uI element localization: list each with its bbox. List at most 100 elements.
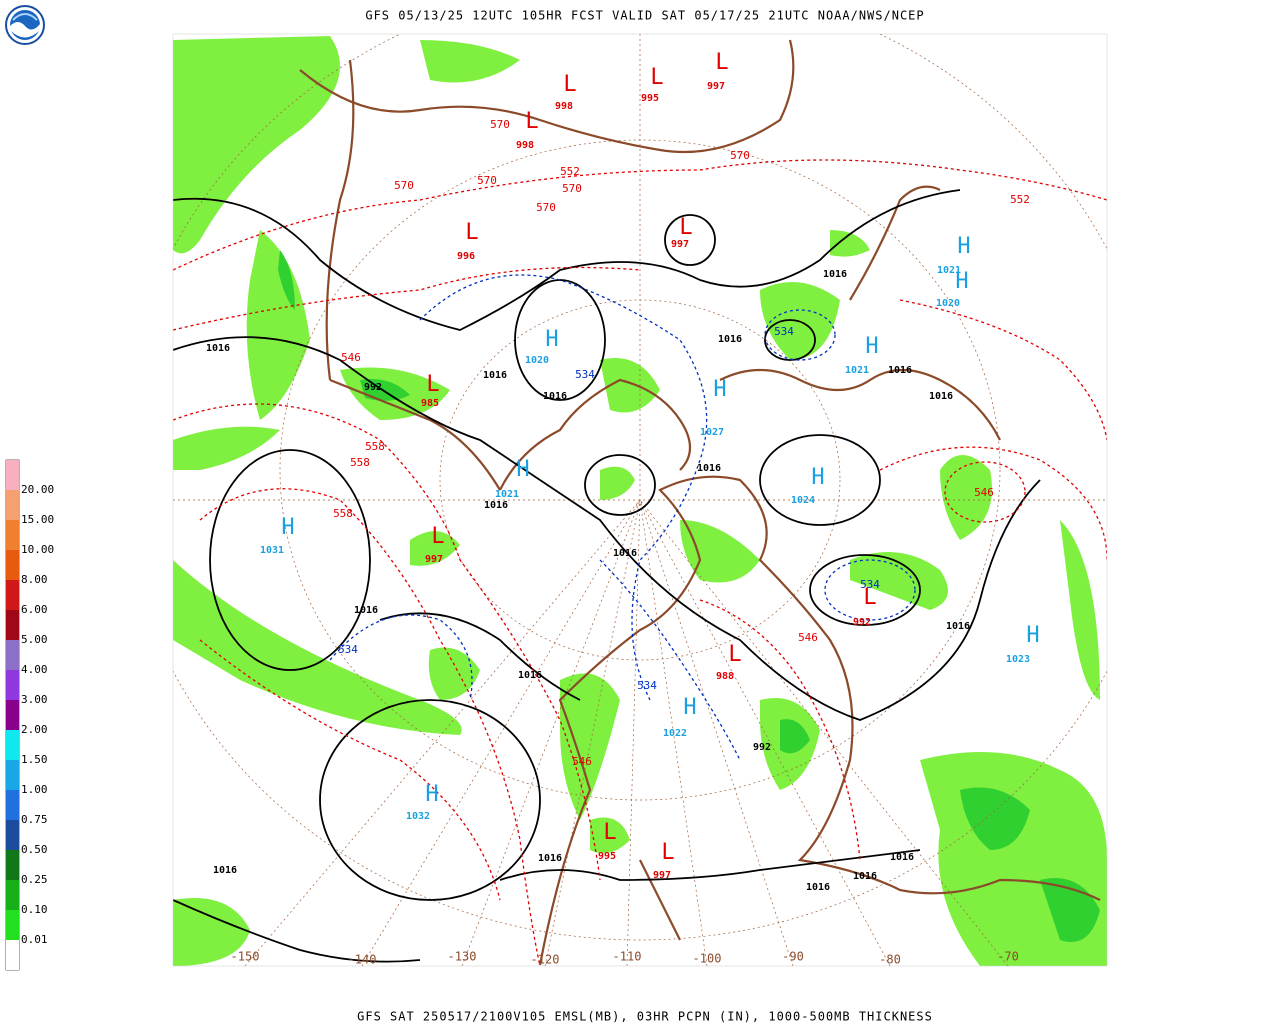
- thickness-label: 570: [477, 174, 497, 187]
- low-pressure: 998: [516, 140, 534, 151]
- legend-swatch: [6, 490, 19, 520]
- legend-label: 2.00: [21, 723, 48, 736]
- thickness-label: 570: [562, 182, 582, 195]
- high-pressure: 1022: [663, 728, 687, 739]
- longitude-label: -80: [879, 953, 901, 967]
- high-symbol: H: [683, 695, 696, 720]
- thickness-label: 546: [341, 351, 361, 364]
- isobar-label: 1016: [929, 391, 953, 402]
- isobar-label: 992: [753, 742, 771, 753]
- high-symbol: H: [281, 515, 294, 540]
- low-symbol: L: [603, 820, 616, 845]
- isobar-label: 1016: [806, 882, 830, 893]
- legend-swatch: [6, 790, 19, 820]
- legend-swatch: [6, 940, 19, 970]
- low-pressure: 995: [598, 851, 616, 862]
- legend-swatch: [6, 910, 19, 940]
- high-pressure: 1020: [525, 355, 549, 366]
- map-layers: [173, 34, 1107, 966]
- thickness-label: 534: [338, 643, 358, 656]
- isobar-label: 1016: [518, 670, 542, 681]
- precip-legend: 20.00 15.00 10.00 8.00 6.00 5.00 4.00 3.00 2.00 1…: [5, 459, 54, 971]
- longitude-label: -120: [531, 953, 560, 967]
- low-symbol: L: [650, 65, 663, 90]
- isobar-label: 1016: [206, 343, 230, 354]
- high-pressure: 1023: [1006, 654, 1030, 665]
- high-pressure: 1021: [937, 265, 961, 276]
- high-symbol: H: [811, 465, 824, 490]
- legend-label: 0.01: [21, 933, 48, 946]
- legend-swatch: [6, 670, 19, 700]
- longitude-label: -90: [782, 950, 804, 964]
- high-pressure: 1021: [495, 489, 519, 500]
- legend-swatch: [6, 760, 19, 790]
- legend-swatch: [6, 700, 19, 730]
- map-frame: [172, 33, 1108, 967]
- isobar-label: 1016: [543, 391, 567, 402]
- legend-swatch: [6, 460, 19, 490]
- isobar-label: 1016: [853, 871, 877, 882]
- legend-swatch: [6, 820, 19, 850]
- isobar-label: 1016: [538, 853, 562, 864]
- thickness-label: 558: [350, 456, 370, 469]
- legend-label: 8.00: [21, 573, 48, 586]
- thickness-label: 570: [394, 179, 414, 192]
- high-symbol: H: [713, 377, 726, 402]
- thickness-label: 534: [774, 325, 794, 338]
- thickness-label: 546: [798, 631, 818, 644]
- high-symbol: H: [516, 457, 529, 482]
- legend-swatch: [6, 640, 19, 670]
- footer-caption: GFS SAT 250517/2100V105 EMSL(MB), 03HR P…: [357, 1010, 933, 1024]
- high-pressure: 1021: [845, 365, 869, 376]
- isobar-label: 1016: [718, 334, 742, 345]
- high-pressure: 1020: [936, 298, 960, 309]
- longitude-label: -110: [613, 950, 642, 964]
- low-pressure: 992: [853, 617, 871, 628]
- thickness-label: 558: [365, 440, 385, 453]
- isobar-label: 1016: [946, 621, 970, 632]
- legend-swatch: [6, 610, 19, 640]
- longitude-label: -130: [448, 950, 477, 964]
- high-pressure: 1024: [791, 495, 815, 506]
- longitude-label: -140: [348, 953, 377, 967]
- thickness-blue: [329, 274, 916, 761]
- legend-label: 1.00: [21, 783, 48, 796]
- precip-moderate: [278, 250, 1100, 942]
- low-pressure: 997: [707, 81, 725, 92]
- legend-label: 3.00: [21, 693, 48, 706]
- legend-label: 1.50: [21, 753, 48, 766]
- low-symbol: L: [525, 109, 538, 134]
- isobar-label: 1016: [354, 605, 378, 616]
- high-symbol: H: [865, 334, 878, 359]
- low-pressure: 997: [653, 870, 671, 881]
- low-pressure: 988: [716, 671, 734, 682]
- legend-label: 10.00: [21, 543, 54, 556]
- low-pressure: 997: [671, 239, 689, 250]
- thickness-label: 534: [637, 679, 657, 692]
- isobar-label: 1016: [697, 463, 721, 474]
- isobar-label: 1016: [823, 269, 847, 280]
- low-symbol: L: [431, 524, 444, 549]
- low-symbol: L: [661, 840, 674, 865]
- legend-swatch: [6, 850, 19, 880]
- high-symbol: H: [545, 327, 558, 352]
- high-symbol: H: [955, 269, 968, 294]
- legend-swatch: [6, 520, 19, 550]
- low-pressure: 995: [641, 93, 659, 104]
- legend-swatch: [6, 550, 19, 580]
- high-pressure: 1032: [406, 811, 430, 822]
- thickness-label: 552: [1010, 193, 1030, 206]
- thickness-label: 552: [560, 165, 580, 178]
- thickness-label: 546: [572, 755, 592, 768]
- isobar-label: 1016: [484, 500, 508, 511]
- legend-label: 0.50: [21, 843, 48, 856]
- thickness-label: 570: [490, 118, 510, 131]
- legend-label: 4.00: [21, 663, 48, 676]
- legend-label: 5.00: [21, 633, 48, 646]
- thickness-label: 534: [575, 368, 595, 381]
- legend-label: 6.00: [21, 603, 48, 616]
- legend-swatch: [6, 880, 19, 910]
- coastlines: [299, 39, 1101, 966]
